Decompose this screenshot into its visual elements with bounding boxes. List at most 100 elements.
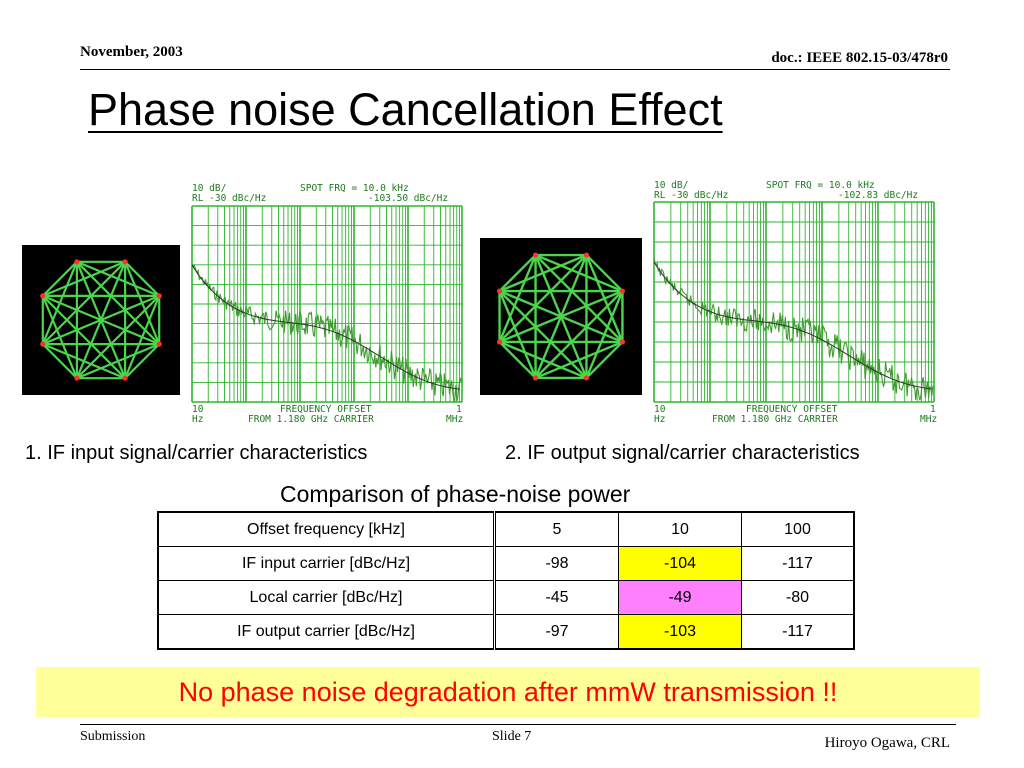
table-cell: 100: [741, 511, 855, 547]
x-start-value: 10: [192, 404, 204, 415]
x-axis-label: FREQUENCY OFFSET: [280, 404, 372, 415]
constellation-edge: [498, 254, 588, 343]
footer-submission: Submission: [80, 729, 146, 744]
screen-spot-value: -103.50 dBc/Hz: [368, 193, 448, 204]
figure-caption-output: 2. IF output signal/carrier characterist…: [505, 442, 860, 464]
constellation-edge: [534, 254, 588, 379]
screen-ref-level: RL -30 dBc/Hz: [654, 190, 728, 201]
constellation-point: [532, 252, 539, 258]
screen-spot-value: -102.83 dBc/Hz: [838, 190, 918, 201]
table-cell: IF output carrier [dBc/Hz]: [157, 614, 496, 650]
header-divider: [80, 69, 950, 70]
constellation-edge: [498, 254, 537, 343]
x-start-value: 10: [654, 404, 666, 415]
x-axis-label: FREQUENCY OFFSET: [746, 404, 838, 415]
table-cell: -80: [741, 580, 855, 615]
constellation-edge: [42, 261, 78, 297]
x-start-unit: Hz: [654, 414, 665, 425]
constellation-edge: [535, 253, 623, 293]
table-cell-highlighted: -49: [618, 580, 742, 615]
constellation-edge: [42, 261, 126, 345]
constellation-edge: [585, 254, 624, 292]
constellation-edge: [498, 290, 588, 379]
constellation-edge: [42, 343, 126, 380]
table-cell: -45: [494, 580, 619, 615]
footer-slide-number: Slide 7: [492, 729, 532, 744]
footer-divider: [80, 724, 956, 725]
constellation-diagram-input: [22, 245, 180, 395]
constellation-point: [619, 288, 626, 294]
constellation-point: [122, 375, 128, 381]
constellation-point: [583, 252, 590, 258]
constellation-point: [40, 341, 46, 347]
screen-spot-freq: SPOT FRQ = 10.0 kHz: [300, 183, 409, 194]
constellation-edge: [498, 290, 537, 379]
constellation-point: [496, 339, 503, 345]
x-axis-carrier: FROM 1.180 GHz CARRIER: [248, 414, 374, 425]
table-cell-highlighted: -104: [618, 546, 742, 581]
constellation-edge: [534, 290, 624, 379]
table-cell: -117: [741, 614, 855, 650]
table-cell: -117: [741, 546, 855, 581]
constellation-diagram-output: [480, 238, 642, 395]
constellation-edge: [76, 260, 160, 297]
table-cell: -98: [494, 546, 619, 581]
conclusion-banner: No phase noise degradation after mmW tra…: [36, 667, 980, 717]
table-cell: -97: [494, 614, 619, 650]
table-cell-highlighted: -103: [618, 614, 742, 650]
table-row: Local carrier [dBc/Hz] -45 -49 -80: [157, 580, 855, 615]
table-row: Offset frequency [kHz] 5 10 100: [157, 511, 855, 547]
constellation-edge: [41, 295, 78, 379]
phase-noise-spectrum-input: 10 dB/ RL -30 dBc/Hz SPOT FRQ = 10.0 kHz…: [188, 180, 468, 426]
constellation-point: [583, 375, 590, 381]
footer-author: Hiroyo Ogawa, CRL: [824, 735, 950, 751]
constellation-edge: [498, 341, 537, 379]
constellation-edge: [42, 343, 78, 379]
constellation-edge: [41, 261, 78, 345]
table-cell: 5: [494, 511, 619, 547]
screen-scale: 10 dB/: [654, 180, 688, 191]
table-cell: 10: [618, 511, 742, 547]
screen-scale: 10 dB/: [192, 183, 226, 194]
screen-ref-level: RL -30 dBc/Hz: [192, 193, 266, 204]
table-cell: Local carrier [dBc/Hz]: [157, 580, 496, 615]
spectrum-grid: [653, 201, 935, 403]
constellation-point: [532, 375, 539, 381]
constellation-point: [156, 293, 162, 299]
slide-title: Phase noise Cancellation Effect: [88, 84, 723, 135]
constellation-point: [496, 288, 503, 294]
average-trace: [653, 261, 932, 390]
constellation-point: [122, 259, 128, 265]
constellation-point: [40, 293, 46, 299]
spectrum-grid: [191, 205, 463, 403]
figure-caption-input: 1. IF input signal/carrier characteristi…: [25, 442, 368, 464]
x-end-value: 1: [930, 404, 936, 415]
x-end-unit: MHz: [920, 414, 937, 425]
noise-trace: [653, 257, 935, 401]
header-date: November, 2003: [80, 44, 183, 60]
constellation-point: [156, 341, 162, 347]
table-cell: Offset frequency [kHz]: [157, 511, 496, 547]
constellation-edge: [534, 254, 624, 343]
constellation-edge: [76, 295, 160, 379]
constellation-edge: [124, 261, 160, 297]
constellation-edge: [75, 261, 127, 379]
constellation-edge: [76, 261, 160, 345]
constellation-edge: [585, 341, 624, 379]
constellation-point: [74, 259, 80, 265]
header-doc-id: doc.: IEEE 802.15-03/478r0: [771, 50, 948, 66]
x-start-unit: Hz: [192, 414, 203, 425]
table-row: IF output carrier [dBc/Hz] -97 -103 -117: [157, 614, 855, 650]
average-trace: [191, 264, 460, 390]
noise-trace: [191, 263, 463, 404]
constellation-edge: [498, 254, 537, 292]
screen-spot-freq: SPOT FRQ = 10.0 kHz: [766, 180, 875, 191]
table-cell: IF input carrier [dBc/Hz]: [157, 546, 496, 581]
constellation-point: [619, 339, 626, 345]
constellation-point: [74, 375, 80, 381]
x-axis-carrier: FROM 1.180 GHz CARRIER: [712, 414, 838, 425]
constellation-edge: [42, 295, 126, 379]
constellation-edge: [124, 343, 160, 379]
x-end-value: 1: [456, 404, 462, 415]
constellation-edge: [499, 340, 587, 380]
